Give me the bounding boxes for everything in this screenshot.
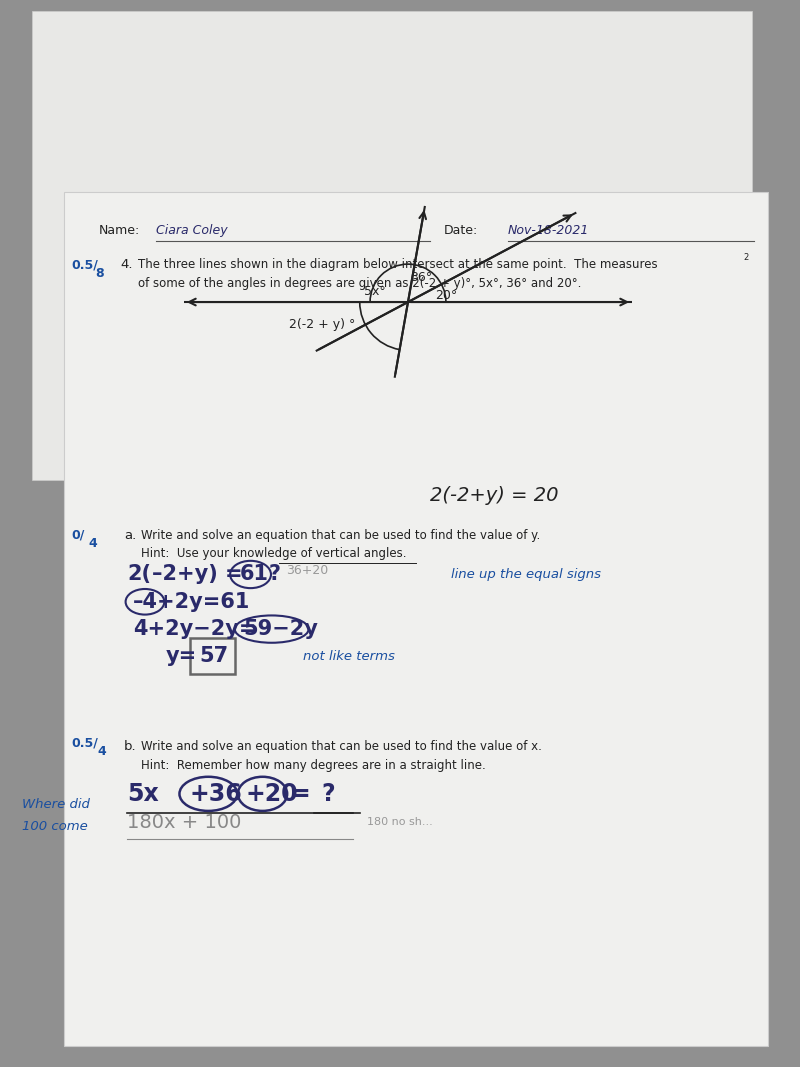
FancyBboxPatch shape (32, 11, 752, 480)
Text: ?: ? (268, 564, 280, 585)
Text: a.: a. (124, 529, 136, 542)
Text: Name:: Name: (99, 224, 141, 237)
Text: y=: y= (166, 647, 198, 667)
Text: 4: 4 (97, 745, 106, 758)
Text: 180x + 100: 180x + 100 (127, 812, 242, 831)
Text: 0.5/: 0.5/ (71, 736, 98, 749)
Text: +36: +36 (190, 782, 242, 806)
Text: 0/: 0/ (71, 529, 85, 542)
Text: 57: 57 (200, 647, 229, 667)
Text: 20°: 20° (434, 289, 457, 302)
Text: 0.5/: 0.5/ (71, 258, 98, 271)
Text: 4+2y−2y=: 4+2y−2y= (133, 619, 257, 639)
Text: 4: 4 (89, 538, 98, 551)
Text: Where did: Where did (22, 798, 90, 811)
Text: Date:: Date: (444, 224, 478, 237)
Text: =: = (290, 782, 310, 806)
Text: not like terms: not like terms (303, 650, 395, 663)
Text: +20: +20 (246, 782, 298, 806)
Text: line up the equal signs: line up the equal signs (451, 568, 602, 580)
Text: 36+20: 36+20 (286, 563, 328, 576)
Text: Hint:  Use your knowledge of vertical angles.: Hint: Use your knowledge of vertical ang… (142, 547, 407, 560)
Text: 2(-2+y) = 20: 2(-2+y) = 20 (430, 485, 558, 505)
Text: 8: 8 (96, 267, 104, 280)
Text: 180 no sh...: 180 no sh... (366, 817, 433, 827)
Text: b.: b. (124, 740, 137, 753)
Text: 59−2y: 59−2y (243, 619, 318, 639)
Text: Ciara Coley: Ciara Coley (155, 224, 227, 237)
Text: ?: ? (321, 782, 334, 806)
Text: 5x: 5x (127, 782, 159, 806)
Text: of some of the angles in degrees are given as 2(-2 + y)°, 5x°, 36° and 20°.: of some of the angles in degrees are giv… (138, 277, 582, 290)
Text: –4+2y=61: –4+2y=61 (133, 592, 250, 611)
Text: The three lines shown in the diagram below intersect at the same point.  The mea: The three lines shown in the diagram bel… (138, 258, 658, 271)
Text: 2(-2 + y) °: 2(-2 + y) ° (289, 318, 355, 331)
Text: 36°: 36° (410, 271, 432, 285)
Text: 2: 2 (743, 253, 749, 262)
Text: 2(: 2( (127, 564, 151, 585)
Text: Nov-18-2021: Nov-18-2021 (507, 224, 589, 237)
Text: –2+y) =: –2+y) = (152, 564, 242, 585)
Text: 61: 61 (240, 564, 269, 585)
Text: Write and solve an equation that can be used to find the value of x.: Write and solve an equation that can be … (142, 740, 542, 753)
Text: Hint:  Remember how many degrees are in a straight line.: Hint: Remember how many degrees are in a… (142, 760, 486, 773)
Text: 4.: 4. (120, 258, 133, 271)
Text: 100 come: 100 come (22, 819, 87, 832)
Text: 5x°: 5x° (364, 285, 386, 298)
FancyBboxPatch shape (64, 192, 768, 1046)
Text: Write and solve an equation that can be used to find the value of y.: Write and solve an equation that can be … (142, 529, 541, 542)
